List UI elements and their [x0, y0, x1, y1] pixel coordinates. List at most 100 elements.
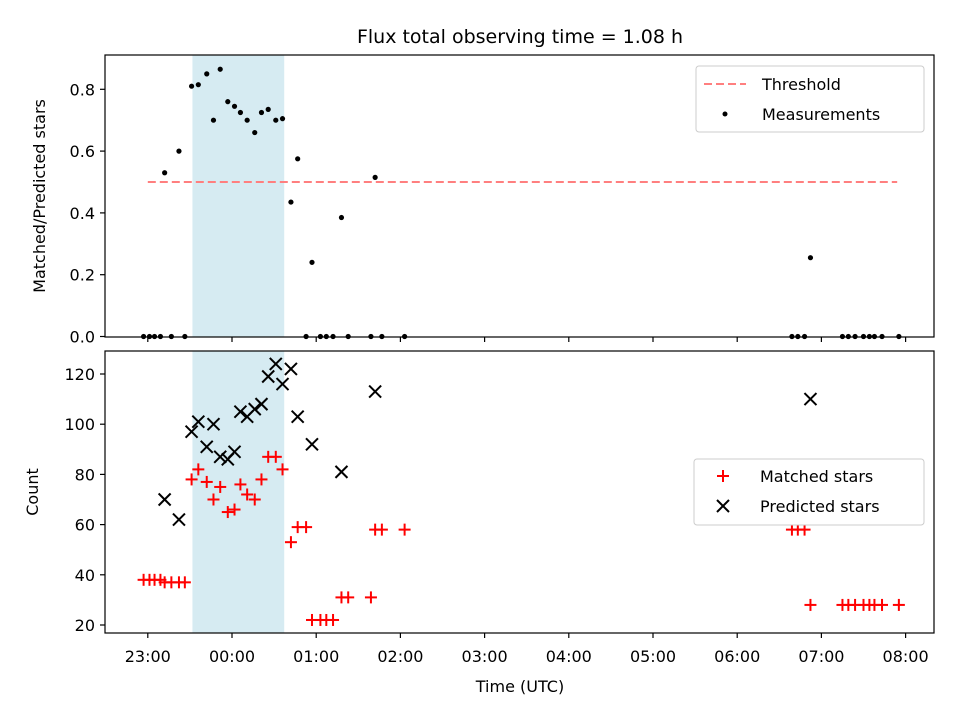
measurement-point [210, 117, 217, 123]
matched-star-point [284, 536, 297, 549]
predicted-star-point [172, 512, 186, 527]
x-axis-label: Time (UTC) [475, 677, 564, 696]
measurement-point [258, 109, 265, 116]
matched-star-point [269, 450, 282, 463]
predicted-star-point [368, 384, 382, 399]
top-panel: 0.00.20.40.60.8 Matched/Predicted stars … [30, 54, 935, 347]
predicted-star-point [200, 440, 214, 454]
measurement-point [279, 116, 286, 122]
predicted-star-point [157, 492, 172, 507]
bottom-y-tick-label: 60 [75, 516, 95, 535]
bottom-y-tick-label: 20 [75, 616, 95, 635]
measurement-point [217, 66, 223, 72]
predicted-star-point [248, 402, 262, 416]
bottom-x-tick-label: 23:00 [125, 647, 171, 666]
measurement-point [162, 170, 168, 176]
bottom-legend: Matched stars Predicted stars [693, 458, 925, 526]
measurement-point [252, 129, 258, 136]
measurement-point [338, 214, 345, 221]
bottom-axes-frame [104, 350, 935, 634]
predicted-star-point [269, 357, 283, 371]
matched-star-point [185, 473, 198, 486]
bottom-shaded-region [192, 351, 285, 633]
measurement-point [225, 99, 231, 105]
predicted-star-point [191, 414, 206, 429]
measurement-point [231, 103, 238, 109]
legend-measurements-label: Measurements [762, 105, 880, 124]
legend-threshold-label: Threshold [761, 75, 841, 94]
bottom-x-ticks: 23:00 00:00 01:00 02:00 03:00 04:00 05:00 06:00… [125, 633, 929, 666]
bottom-x-tick-label: 06:00 [714, 647, 760, 666]
legend-matched-label: Matched stars [760, 467, 873, 486]
matched-star-point [241, 488, 254, 501]
top-shaded-region [192, 55, 285, 337]
matched-star-point [248, 493, 261, 506]
matched-star-point [276, 463, 289, 476]
bottom-y-tick-label: 120 [64, 365, 95, 384]
matched-star-point [221, 506, 234, 519]
matched-star-point [192, 463, 205, 476]
top-axes-frame [104, 54, 935, 338]
top-y-tick-label: 0.8 [70, 80, 95, 99]
bottom-panel: 20 40 60 80 100 120 23:00 00:00 01:00 02:00 03:00… [23, 350, 935, 696]
matched-star-point [375, 523, 388, 536]
measurement-point [204, 71, 210, 77]
predicted-star-point [206, 417, 221, 431]
predicted-star-point [261, 369, 275, 384]
matched-star-point [234, 478, 247, 491]
measurement-point [273, 117, 279, 123]
matched-star-point [327, 613, 340, 626]
top-y-axis-label: Matched/Predicted stars [30, 99, 49, 293]
predicted-star-point [213, 450, 227, 464]
matched-star-point [804, 598, 817, 611]
bottom-y-tick-label: 40 [75, 566, 95, 585]
matched-star-point [207, 493, 220, 506]
predicted-star-point [227, 445, 242, 459]
predicted-star-point [334, 465, 349, 479]
measurement-point [195, 82, 201, 88]
legend-measurements-swatch [722, 111, 728, 117]
measurement-point [244, 117, 250, 123]
measurement-point [176, 148, 182, 154]
bottom-x-tick-label: 00:00 [209, 647, 255, 666]
bottom-x-tick-label: 03:00 [462, 647, 508, 666]
matched-stars-points [137, 450, 905, 626]
predicted-star-point [233, 404, 248, 419]
predicted-star-point [284, 362, 298, 376]
chart-title: Flux total observing time = 1.08 h [357, 26, 683, 48]
predicted-star-point [290, 409, 305, 424]
matched-star-point [876, 598, 889, 611]
top-y-ticks: 0.0 0.2 0.4 0.6 0.8 [70, 80, 105, 347]
matched-star-point [214, 480, 227, 493]
matched-star-point [398, 523, 411, 536]
predicted-star-point [275, 377, 290, 391]
measurement-point [309, 259, 315, 265]
bottom-y-ticks: 20 40 60 80 100 120 [64, 365, 105, 635]
top-x-ticks [147, 337, 907, 342]
bottom-x-tick-label: 04:00 [546, 647, 592, 666]
top-y-tick-label: 0.6 [70, 142, 95, 161]
predicted-star-point [254, 397, 269, 411]
matched-star-point [178, 576, 191, 589]
bottom-x-tick-label: 08:00 [883, 647, 929, 666]
measurement-point [265, 106, 271, 112]
matched-star-point [892, 598, 905, 611]
measurement-point [288, 199, 294, 205]
bottom-x-tick-label: 02:00 [377, 647, 423, 666]
matched-star-point [364, 591, 377, 604]
predicted-stars-points [157, 357, 818, 527]
matched-star-point [255, 473, 268, 486]
predicted-star-point [305, 437, 319, 451]
bottom-y-tick-label: 80 [75, 465, 95, 484]
top-legend: Threshold Measurements [695, 65, 925, 133]
legend-predicted-label: Predicted stars [760, 497, 880, 516]
legend-matched-swatch [717, 470, 729, 482]
predicted-star-point [184, 425, 199, 439]
bottom-x-tick-label: 05:00 [630, 647, 676, 666]
bottom-y-axis-label: Count [23, 468, 42, 516]
matched-star-point [342, 591, 355, 604]
bottom-x-tick-label: 01:00 [293, 647, 339, 666]
top-y-tick-label: 0.4 [70, 204, 95, 223]
measurement-point [188, 83, 195, 89]
